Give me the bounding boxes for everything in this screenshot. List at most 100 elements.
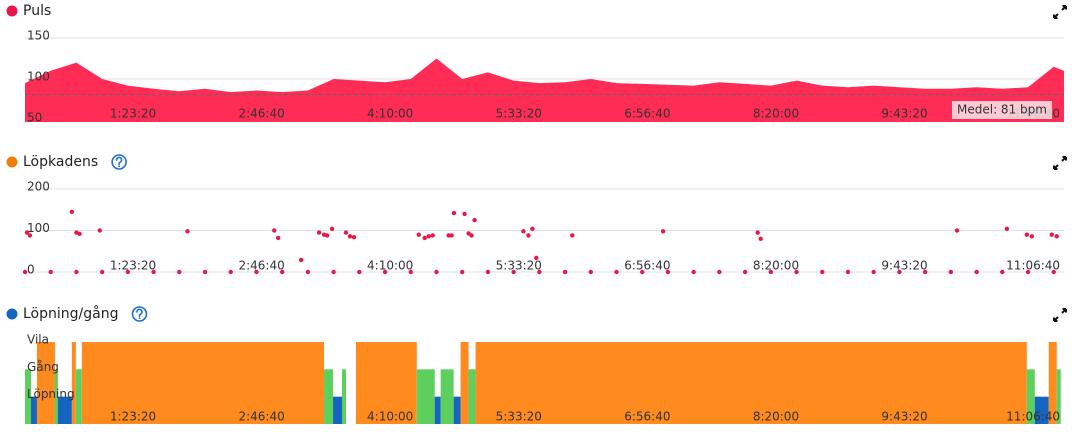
cadence-point [426,234,431,239]
cadence-point [469,233,474,238]
pulse-area [25,58,1064,122]
x-tick-label: 4:10:00 [367,107,413,121]
cadence-point [416,232,421,237]
x-tick-label: 8:20:00 [753,107,799,121]
activity-segment [460,342,469,424]
activity-segment [1056,369,1061,424]
cadence-point [24,230,30,235]
cadence-point [794,269,799,275]
cadence-point [151,269,156,275]
cadence-point [845,269,851,275]
activity-segment [468,369,476,424]
cadence-point [48,269,53,275]
cadence-point [275,235,281,241]
cadence-point [422,235,427,241]
cadence-point [228,269,233,275]
cadence-point [460,269,465,275]
chart-title: Löpkadens [23,154,98,170]
y-tick-label: 50 [27,111,42,125]
expand-icon[interactable] [1053,308,1067,322]
cadence-point [758,236,763,241]
expand-glyph [1053,156,1067,170]
help-icon[interactable] [131,306,148,322]
help-icon[interactable] [111,154,127,170]
cadence-point [820,269,825,275]
cadence-point [1004,226,1010,232]
help-ring [111,154,127,170]
expand-icon[interactable] [1053,156,1067,170]
x-tick-label: 1:23:20 [110,259,156,273]
help-dot [118,165,121,168]
cadence-point [97,228,102,233]
cadence-point [324,233,330,238]
cadence-point [27,233,33,238]
x-tick-label: 11:06:40 [1006,410,1060,424]
x-tick-label: 1:23:20 [110,107,156,121]
cadence-point [434,269,439,275]
cadence-point [343,230,349,235]
y-tick-label: 100 [27,70,50,84]
cadence-point [1025,269,1031,275]
help-glyph [115,156,123,165]
activity-segment [453,396,461,424]
help-glyph [136,308,143,317]
legend-dot [6,308,18,320]
cadence-point [640,269,645,275]
x-tick-label: 8:20:00 [753,259,799,273]
cadence-point [125,269,131,275]
x-tick-label: 5:33:20 [496,107,542,121]
x-tick-label: 4:10:00 [367,410,413,424]
cadence-point [331,269,336,275]
activity-segment [341,369,346,424]
cadence-point [948,269,954,275]
activity-segment [416,369,435,424]
cadence-point [742,269,748,275]
cadence-point [74,269,79,275]
y-tick-label: 150 [27,29,50,43]
cadence-point [347,234,353,239]
cadence-point [316,230,322,235]
cadence-point [922,269,928,275]
activity-segment [324,369,334,424]
cadence-point [449,233,454,238]
activity-segment [30,396,37,424]
cadence-point [660,229,666,234]
y-tick-label: Vila [27,333,49,347]
cadence-point [298,257,304,263]
cadence-point [1029,234,1035,239]
x-tick-label: 5:33:20 [496,410,542,424]
activity-segment [81,342,325,424]
legend-dot [6,5,18,17]
cadence-point [329,226,335,232]
x-tick-label: 2:46:40 [238,259,284,273]
cadence-point [1049,232,1054,237]
x-tick-label: 5:33:20 [496,259,542,273]
x-tick-label: 2:46:40 [238,410,284,424]
x-tick-label: 6:56:40 [624,107,670,121]
expand-icon[interactable] [1053,5,1067,19]
activity-segment [475,342,1027,424]
cadence-point [382,269,388,275]
cadence-point [717,269,722,275]
x-tick-label: 2:46:40 [238,107,284,121]
mean-label-bg [952,101,1052,119]
cadence-point [974,269,979,275]
chart-title: Puls [23,3,51,19]
cadence-point [462,211,467,217]
cadence-point [357,269,362,275]
cadence-point [530,226,535,232]
x-tick-label: 9:43:20 [881,259,927,273]
cadence-point [588,269,593,275]
x-tick-label: 6:56:40 [624,259,670,273]
cadence-point [526,233,531,238]
activity-segment [440,369,454,424]
activity-segment [75,369,82,424]
cadence-point [69,209,75,215]
activity-segment [434,396,441,424]
cadence-point [185,229,190,234]
cadence-point [351,234,357,240]
activity-segment [54,369,58,424]
cadence-point [954,228,960,233]
cadence-point [1054,234,1059,239]
x-tick-label: 6:56:40 [624,410,670,424]
